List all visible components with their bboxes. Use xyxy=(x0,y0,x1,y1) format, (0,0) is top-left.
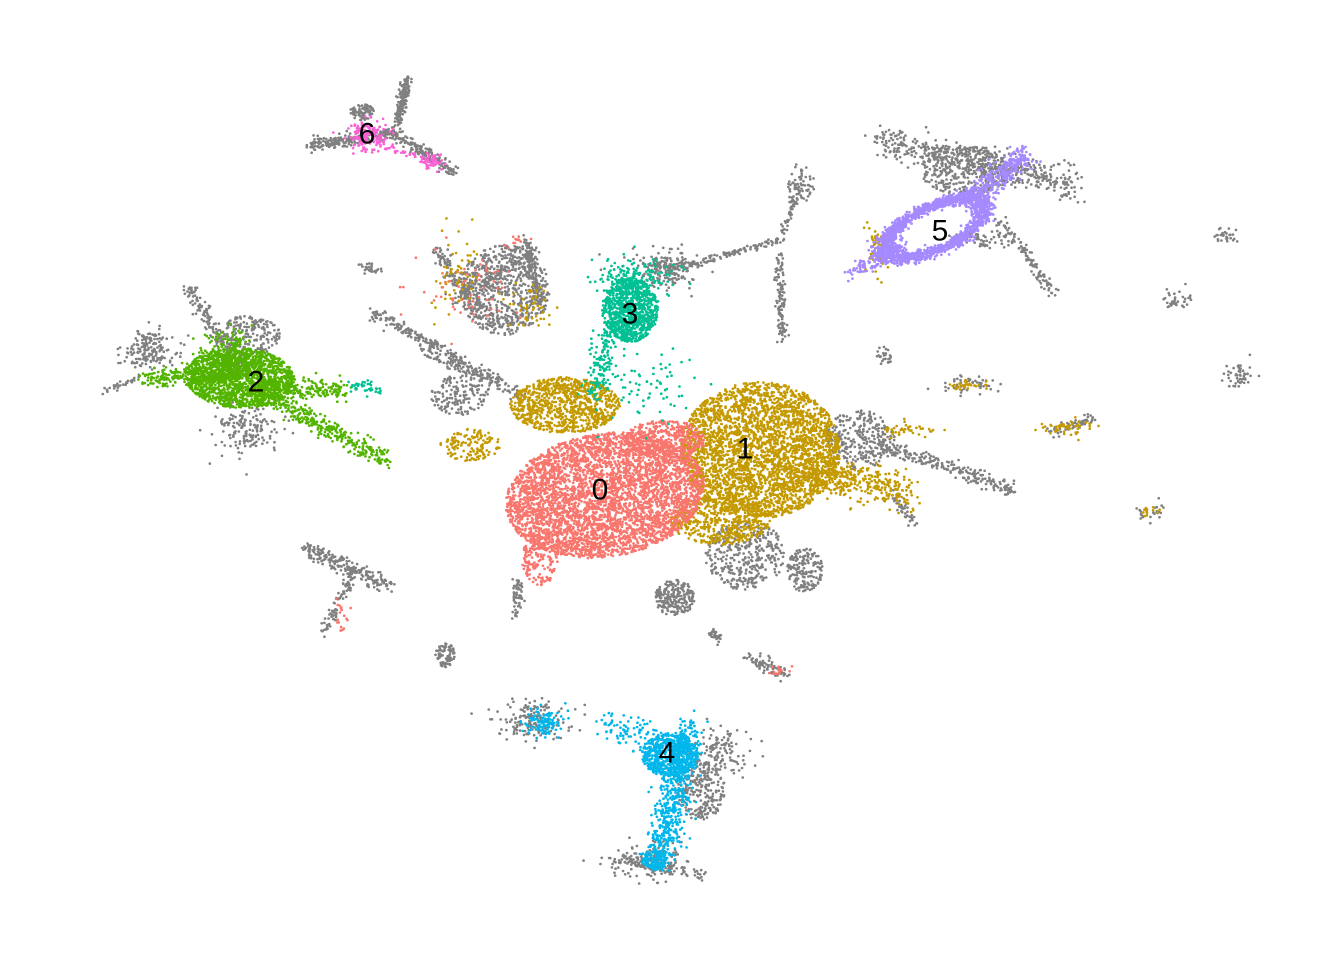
cluster-label-1: 1 xyxy=(737,433,754,466)
cluster-label-2: 2 xyxy=(248,366,265,399)
cluster-label-0: 0 xyxy=(592,474,609,507)
cluster-0-points xyxy=(334,235,794,676)
cluster-label-5: 5 xyxy=(932,215,949,248)
cluster-3-points xyxy=(347,245,713,440)
cluster-4-points xyxy=(519,702,709,872)
cluster-points xyxy=(137,114,1161,872)
cluster-labels: 0 1 2 3 4 5 6 xyxy=(248,118,949,770)
cluster-6-points xyxy=(332,114,447,174)
cluster-5-points xyxy=(843,144,1042,283)
cluster-label-4: 4 xyxy=(659,737,676,770)
cluster-label-6: 6 xyxy=(359,118,376,151)
cluster-2-points xyxy=(137,322,392,470)
cluster-label-3: 3 xyxy=(622,298,639,331)
